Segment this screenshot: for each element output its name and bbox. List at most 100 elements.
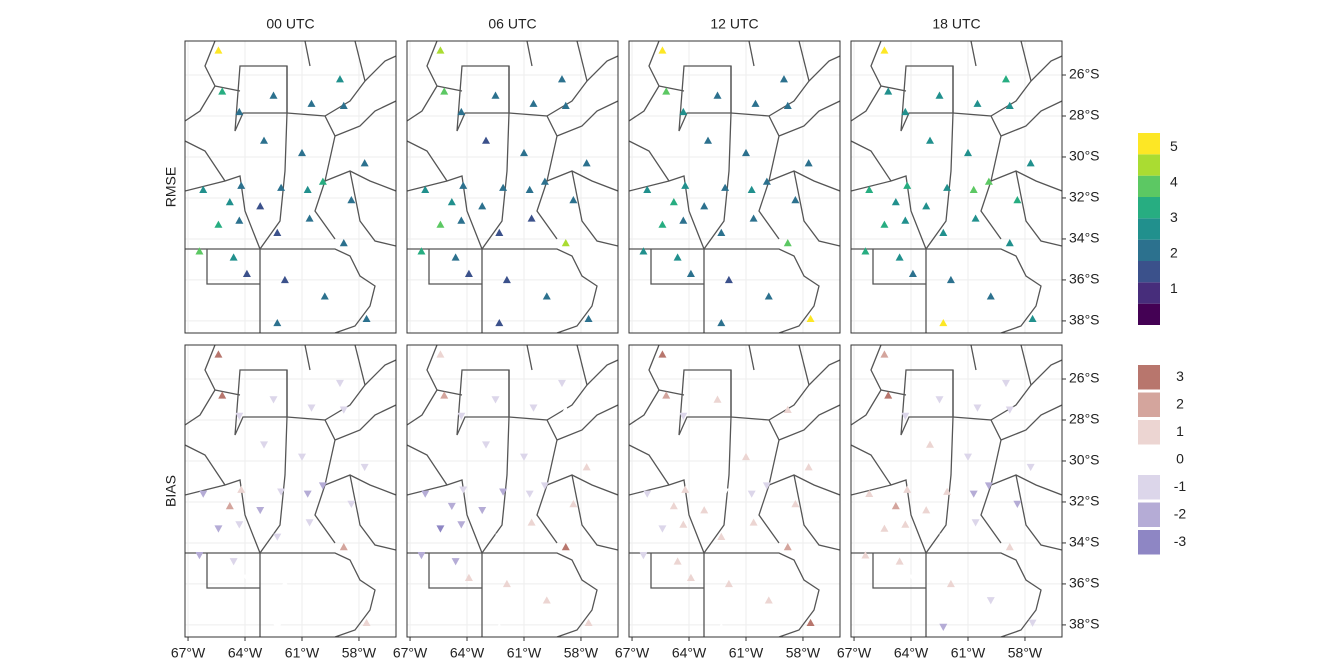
x-tick-label: 67°W <box>837 645 872 661</box>
station-marker <box>717 318 726 327</box>
station-marker <box>901 520 910 528</box>
station-marker <box>214 350 223 358</box>
station-marker <box>791 500 800 508</box>
station-marker <box>751 99 760 107</box>
station-marker <box>451 253 460 261</box>
station-marker <box>984 177 993 185</box>
legend-swatch <box>1138 154 1160 176</box>
station-marker <box>447 198 456 206</box>
station-marker <box>569 196 578 204</box>
station-marker <box>1026 463 1035 472</box>
station-marker <box>229 253 238 261</box>
column-title: 12 UTC <box>710 16 758 32</box>
station-marker <box>557 75 566 83</box>
station-marker <box>436 220 445 228</box>
station-marker <box>704 440 713 448</box>
panel-frame <box>184 40 397 334</box>
y-tick-label: 28°S <box>1069 107 1100 123</box>
station-marker <box>335 75 344 83</box>
station-marker <box>806 314 815 323</box>
station-marker <box>540 177 549 185</box>
panel-bg <box>185 41 396 333</box>
station-marker <box>360 159 369 167</box>
station-marker <box>495 228 504 236</box>
y-tick-label: 36°S <box>1069 575 1100 591</box>
station-marker <box>935 91 944 99</box>
station-marker <box>969 185 978 193</box>
x-tick-label: 58°W <box>1008 645 1043 661</box>
column-title: 06 UTC <box>488 16 536 32</box>
station-marker <box>946 275 955 284</box>
station-marker <box>421 490 430 498</box>
station-marker <box>764 292 773 300</box>
station-marker <box>939 623 948 631</box>
station-marker <box>935 396 944 404</box>
row-label: BIAS <box>163 475 179 507</box>
station-marker <box>440 391 449 399</box>
panel-content <box>851 41 1062 333</box>
station-marker <box>491 396 500 404</box>
station-marker <box>318 177 327 185</box>
station-marker <box>1001 379 1010 388</box>
y-tick-label: 34°S <box>1069 230 1100 246</box>
station-marker <box>971 519 980 527</box>
station-marker <box>242 574 251 582</box>
station-marker <box>225 198 234 206</box>
station-marker <box>673 557 682 565</box>
station-marker <box>218 87 227 95</box>
station-marker <box>713 91 722 99</box>
station-marker <box>195 552 204 560</box>
legend-label: 5 <box>1170 138 1178 154</box>
station-marker <box>751 404 760 412</box>
station-marker <box>658 350 667 358</box>
station-marker <box>963 453 972 461</box>
map-panel <box>184 344 397 638</box>
station-marker <box>491 91 500 99</box>
x-tick-label: 64°W <box>894 645 929 661</box>
station-marker <box>880 220 889 228</box>
station-marker <box>724 275 733 284</box>
station-marker <box>669 502 678 510</box>
station-marker <box>943 487 952 495</box>
station-marker <box>297 148 306 157</box>
station-marker <box>717 532 726 540</box>
station-marker <box>335 379 344 388</box>
legend-swatch <box>1138 447 1160 472</box>
station-marker <box>542 596 551 604</box>
panel-bg <box>407 41 618 333</box>
row-label: RMSE <box>163 167 179 207</box>
station-marker <box>495 318 504 327</box>
station-marker <box>459 181 468 189</box>
station-marker <box>973 99 982 107</box>
legend-swatch <box>1138 261 1160 283</box>
station-marker <box>679 216 688 224</box>
x-tick-label: 58°W <box>786 645 821 661</box>
station-marker <box>339 101 348 109</box>
station-marker <box>643 490 652 498</box>
station-marker <box>639 247 648 255</box>
station-marker <box>686 573 695 581</box>
station-marker <box>459 486 468 494</box>
station-marker <box>686 269 695 277</box>
station-marker <box>277 488 286 496</box>
station-marker <box>482 441 491 449</box>
station-marker <box>865 185 874 193</box>
panel-frame <box>850 344 1063 638</box>
station-marker <box>421 185 430 193</box>
map-panel <box>184 40 397 334</box>
map-panel <box>406 344 619 638</box>
station-marker <box>762 177 771 185</box>
station-marker <box>495 622 504 631</box>
station-marker <box>347 500 356 509</box>
station-marker <box>499 183 508 191</box>
station-marker <box>280 275 289 284</box>
station-marker <box>681 181 690 189</box>
panel-frame <box>628 40 841 334</box>
station-marker <box>260 441 269 449</box>
station-marker <box>237 181 246 189</box>
legend-label: 3 <box>1176 368 1184 384</box>
panel-bg <box>851 41 1062 333</box>
station-marker <box>457 107 466 116</box>
station-marker <box>256 506 265 515</box>
station-marker <box>235 107 244 116</box>
